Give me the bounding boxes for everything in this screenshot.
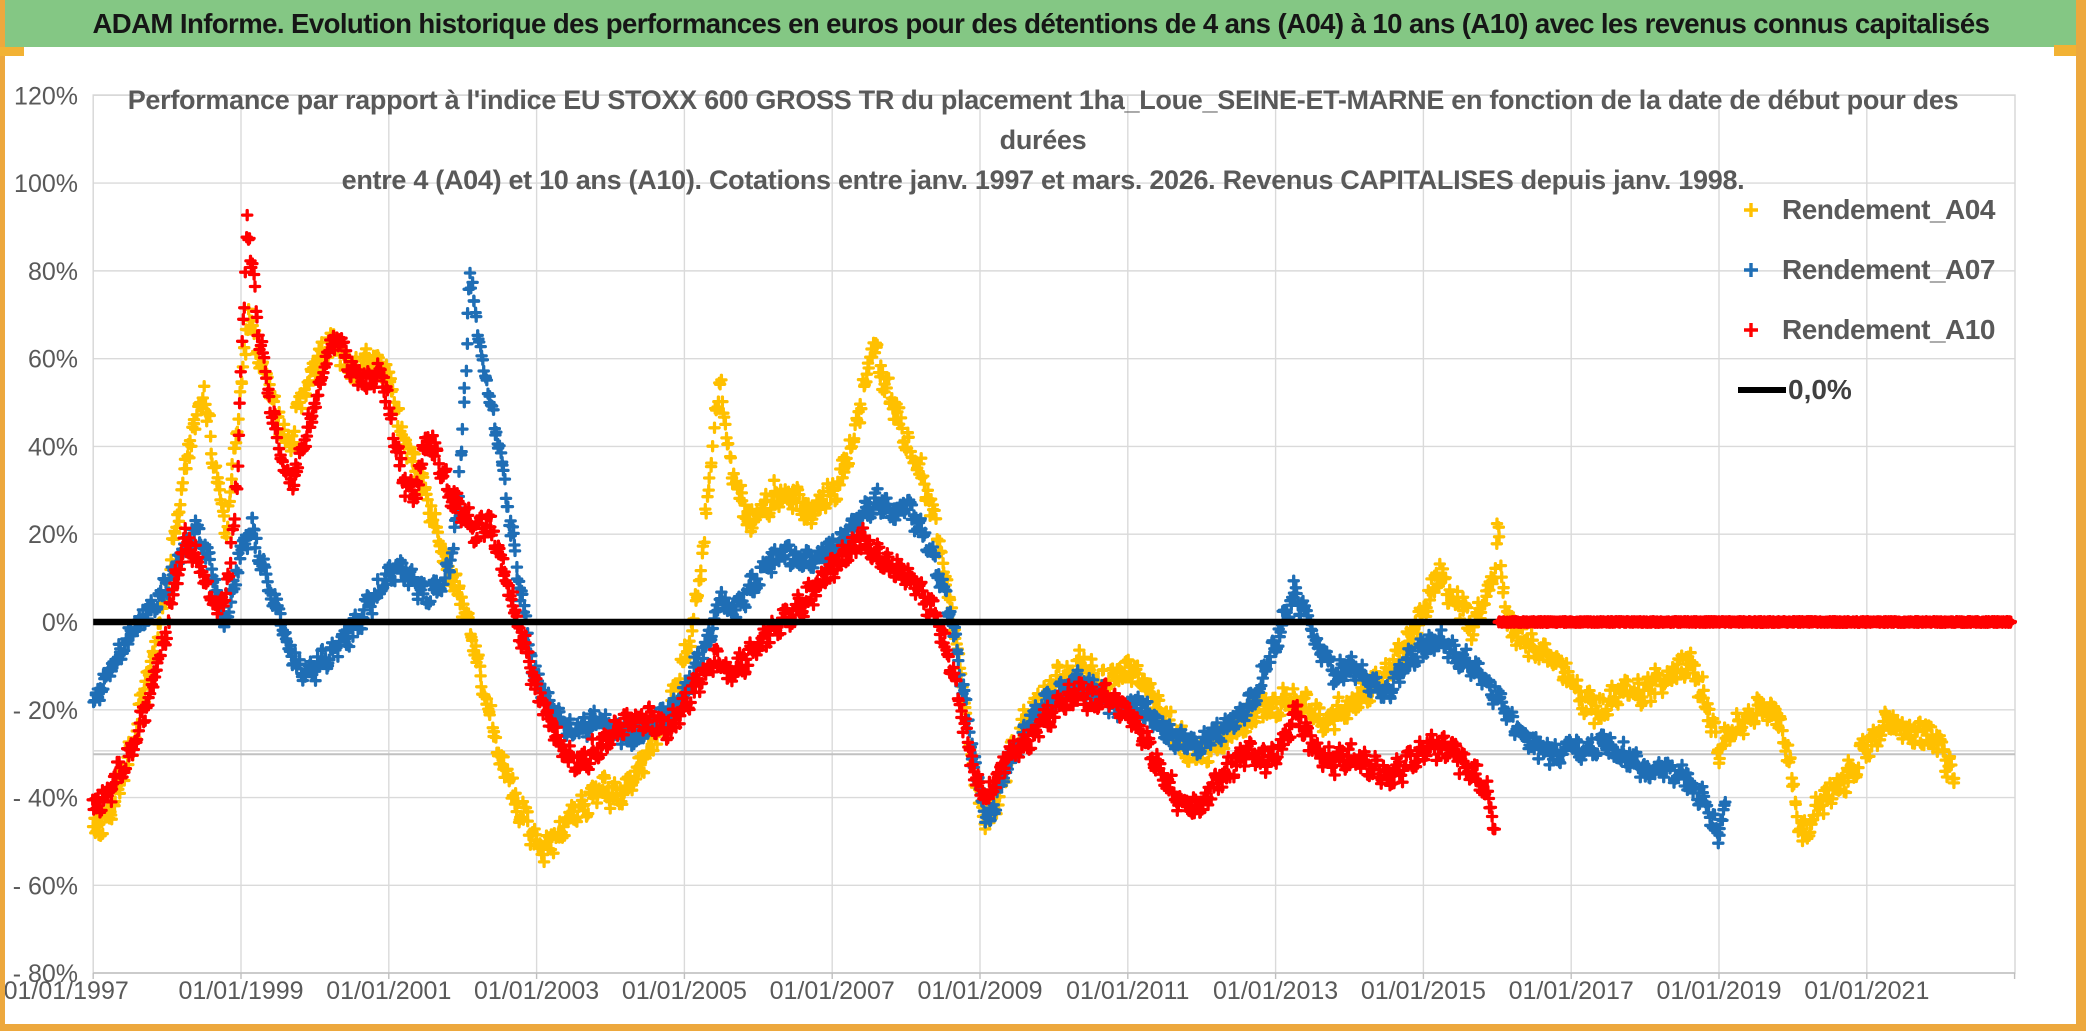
frame-border-left xyxy=(0,0,5,1031)
header-banner: ADAM Informe. Evolution historique des p… xyxy=(5,0,2076,47)
x-tick-label: 01/01/2021 xyxy=(1804,977,1929,1005)
y-tick-label: 100% xyxy=(14,170,78,198)
zero-line-swatch-icon xyxy=(1738,387,1786,393)
x-tick-label: 01/01/2007 xyxy=(770,977,895,1005)
legend: Rendement_A04 Rendement_A07 Rendement_A1… xyxy=(1738,193,1995,433)
reference-line xyxy=(93,749,2015,756)
legend-label: Rendement_A07 xyxy=(1782,254,1995,285)
series-rendement_a10 xyxy=(86,208,1502,836)
legend-item-rendement-a07: Rendement_A07 xyxy=(1738,253,1995,287)
plus-marker-icon xyxy=(1738,260,1764,280)
chart-title-line-2: durées xyxy=(999,125,1087,155)
y-tick-label: 20% xyxy=(28,521,78,549)
legend-label: Rendement_A10 xyxy=(1782,314,1995,345)
frame-border-right xyxy=(2076,0,2086,1031)
frame-accent-left xyxy=(0,47,24,56)
y-tick-label: - 40% xyxy=(13,785,78,813)
y-axis-labels: 120% 100% 80% 60% 40% 20% 0% - 20% - 40% - 60% - 8… xyxy=(13,82,78,988)
x-tick-label: 01/01/2001 xyxy=(326,977,451,1005)
x-tick-label: 01/01/2005 xyxy=(622,977,747,1005)
y-tick-label: - 80% xyxy=(13,960,78,988)
series-rendement_a04 xyxy=(86,303,1961,869)
x-tick-label: 01/01/1997 xyxy=(4,977,129,1005)
x-tick-label: 01/01/2017 xyxy=(1509,977,1634,1005)
x-tick-label: 01/01/2011 xyxy=(1066,977,1189,1005)
frame-border-bottom xyxy=(0,1024,2086,1031)
x-tick-label: 01/01/2015 xyxy=(1361,977,1486,1005)
x-tick-label: 01/01/2019 xyxy=(1656,977,1781,1005)
y-tick-label: 80% xyxy=(28,258,78,286)
x-tick-label: 01/01/2003 xyxy=(474,977,599,1005)
chart-title: Performance par rapport à l'indice EU ST… xyxy=(95,80,1991,200)
chart-title-line-1: Performance par rapport à l'indice EU ST… xyxy=(127,85,1959,115)
y-tick-label: 40% xyxy=(28,433,78,461)
legend-item-rendement-a04: Rendement_A04 xyxy=(1738,193,1995,227)
x-tick-label: 01/01/1999 xyxy=(178,977,303,1005)
header-banner-title: ADAM Informe. Evolution historique des p… xyxy=(92,7,1990,39)
y-tick-label: 120% xyxy=(14,82,78,110)
legend-label: Rendement_A04 xyxy=(1782,194,1995,225)
frame-accent-right xyxy=(2054,45,2076,56)
y-tick-label: - 60% xyxy=(13,872,78,900)
x-tick-label: 01/01/2009 xyxy=(917,977,1042,1005)
legend-item-rendement-a10: Rendement_A10 xyxy=(1738,313,1995,347)
y-tick-label: - 20% xyxy=(13,697,78,725)
y-tick-label: 60% xyxy=(28,346,78,374)
x-tick-label: 01/01/2013 xyxy=(1213,977,1338,1005)
series-rendement-a10-zero-tail xyxy=(1492,614,2018,630)
x-axis-labels: 01/01/1997 01/01/1999 01/01/2001 01/01/2003… xyxy=(4,977,1930,1005)
chart-title-line-3: entre 4 (A04) et 10 ans (A10). Cotations… xyxy=(341,165,1745,195)
plus-marker-icon xyxy=(1738,200,1764,220)
legend-item-zero-line: 0,0% xyxy=(1738,373,1995,407)
x-axis-line xyxy=(92,972,2016,979)
y-tick-label: 0% xyxy=(42,609,78,637)
gridlines xyxy=(93,94,2015,973)
plus-marker-icon xyxy=(1738,320,1764,340)
legend-label: 0,0% xyxy=(1788,374,1852,405)
